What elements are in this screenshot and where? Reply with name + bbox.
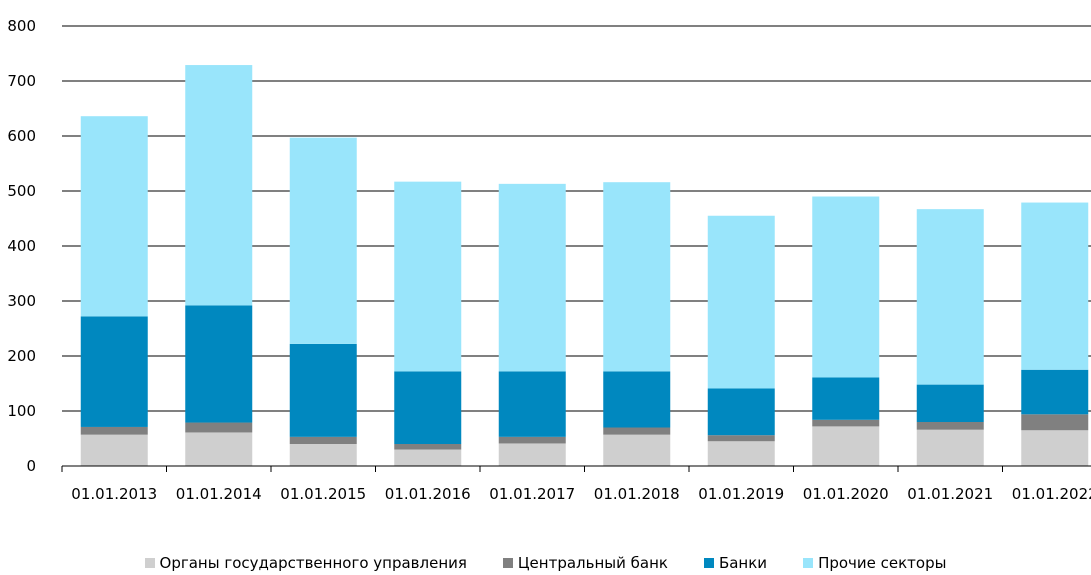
bar-segment [80, 116, 148, 317]
bar-segment [707, 441, 775, 466]
legend-swatch-other-sectors [803, 558, 814, 568]
y-tick-label: 200 [7, 347, 36, 365]
legend-swatch-central-bank [502, 558, 513, 568]
y-tick-labels: 0 100 200 300 400 500 600 700 800 [7, 17, 36, 475]
x-tick-labels: 01.01.2013 01.01.2014 01.01.2015 01.01.2016… [71, 485, 1091, 503]
bar-segment [707, 215, 775, 389]
x-tick-label: 01.01.2022 [1012, 485, 1091, 503]
legend-item-other-sectors: Прочие секторы [803, 554, 946, 572]
y-tick-label: 700 [7, 72, 36, 90]
x-tick-label: 01.01.2015 [280, 485, 366, 503]
y-tick-label: 800 [7, 17, 36, 35]
x-tick-label: 01.01.2016 [385, 485, 471, 503]
bar-segment [498, 371, 566, 437]
legend-item-central-bank: Центральный банк [502, 554, 668, 572]
bar-segment [603, 371, 671, 428]
legend-label-government: Органы государственного управления [159, 554, 467, 572]
y-tick-label: 500 [7, 182, 36, 200]
bar-segment [1021, 202, 1089, 370]
x-tick-label: 01.01.2019 [698, 485, 784, 503]
legend-swatch-government [144, 558, 155, 568]
bar-segment [289, 436, 357, 444]
bar-segment [498, 436, 566, 444]
bars [80, 65, 1089, 466]
legend-item-banks: Банки [703, 554, 768, 572]
bar-segment [916, 209, 984, 385]
bar-segment [812, 377, 880, 420]
bar-segment [289, 343, 357, 437]
bar-segment [812, 419, 880, 427]
y-tick-label: 100 [7, 402, 36, 420]
bar-segment [1021, 414, 1089, 431]
legend-label-banks: Банки [718, 554, 768, 572]
bar-segment [185, 422, 253, 433]
legend-label-other-sectors: Прочие секторы [818, 554, 947, 572]
bar-segment [498, 183, 566, 372]
y-tick-label: 600 [7, 127, 36, 145]
bar-segment [1021, 369, 1089, 415]
bar-segment [394, 444, 462, 450]
bar-segment [289, 444, 357, 466]
y-tick-label: 400 [7, 237, 36, 255]
bar-segment [707, 388, 775, 436]
bar-segment [80, 426, 148, 435]
y-tick-label: 300 [7, 292, 36, 310]
bar-segment [916, 429, 984, 466]
x-tick-label: 01.01.2017 [489, 485, 575, 503]
bar-segment [916, 384, 984, 422]
legend: Органы государственного управления Центр… [0, 554, 1091, 572]
legend-item-government: Органы государственного управления [144, 554, 467, 572]
bar-segment [394, 449, 462, 466]
x-tick-label: 01.01.2014 [176, 485, 262, 503]
bar-segment [603, 182, 671, 372]
legend-label-central-bank: Центральный банк [517, 554, 668, 572]
y-tick-label: 0 [26, 457, 36, 475]
bar-segment [185, 432, 253, 466]
bar-segment [394, 371, 462, 444]
bar-segment [1021, 430, 1089, 466]
bar-segment [707, 435, 775, 442]
bar-segment [498, 443, 566, 466]
bar-segment [394, 181, 462, 372]
x-tick-label: 01.01.2020 [803, 485, 889, 503]
bar-segment [812, 196, 880, 378]
bar-segment [603, 427, 671, 435]
bar-segment [916, 422, 984, 430]
x-tick-label: 01.01.2013 [71, 485, 157, 503]
x-tick-label: 01.01.2021 [907, 485, 993, 503]
legend-swatch-banks [703, 558, 714, 568]
bar-segment [812, 426, 880, 466]
bar-segment [185, 305, 253, 423]
bar-segment [603, 434, 671, 466]
bar-segment [80, 434, 148, 466]
bar-segment [289, 137, 357, 344]
bar-segment [185, 65, 253, 306]
bar-segment [80, 316, 148, 427]
x-tick-label: 01.01.2018 [594, 485, 680, 503]
x-axis [61, 465, 1091, 472]
